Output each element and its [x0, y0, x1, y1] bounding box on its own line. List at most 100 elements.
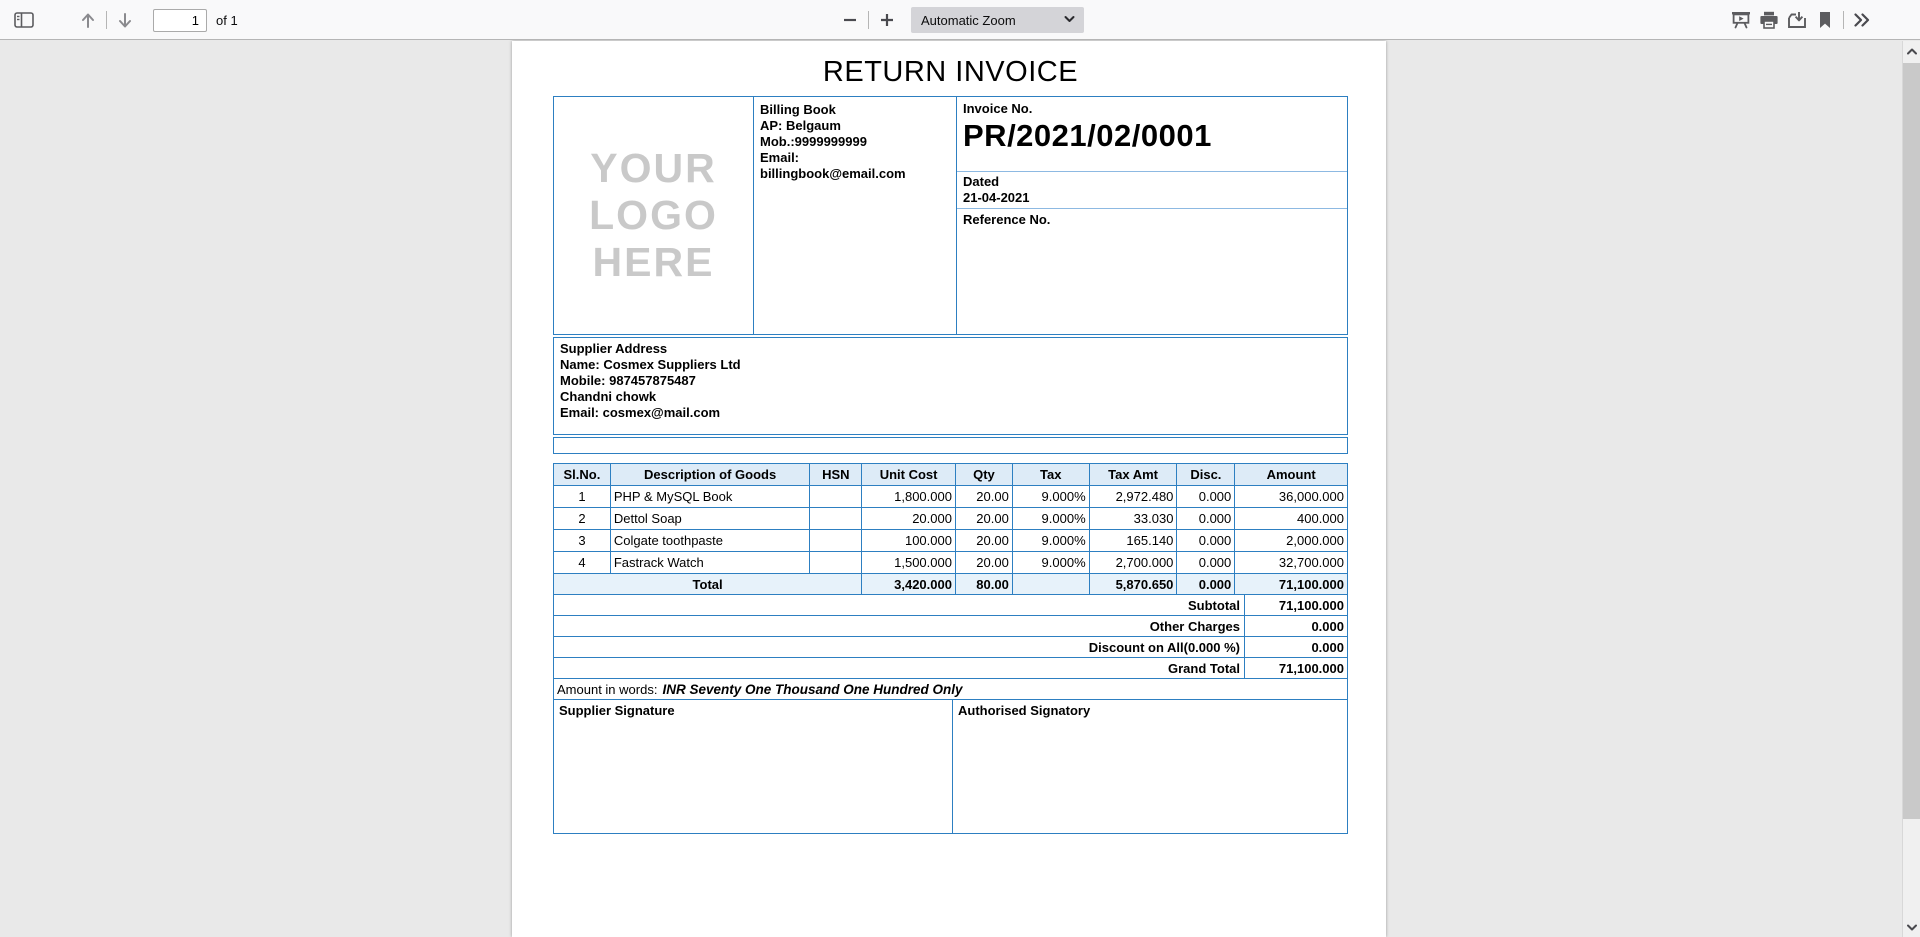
cell-hsn — [809, 552, 861, 573]
table-header-row: Sl.No. Description of Goods HSN Unit Cos… — [554, 464, 1348, 485]
header-qty: Qty — [955, 464, 1012, 485]
total-label: Total — [692, 576, 723, 592]
toolbar-overflow-button[interactable] — [1848, 6, 1876, 34]
toolbar-left-group: of 1 — [10, 0, 238, 40]
header-slno: Sl.No. — [554, 464, 610, 485]
arrow-down-icon — [117, 12, 133, 29]
page-number-input[interactable] — [153, 8, 207, 32]
cell-tax: 9.000% — [1011, 552, 1089, 573]
cell-disc: 0.000 — [1176, 486, 1234, 507]
current-view-button[interactable] — [1811, 6, 1839, 34]
toolbar-separator — [868, 11, 869, 29]
next-page-button[interactable] — [111, 6, 139, 34]
authorised-signatory-cell: Authorised Signatory — [953, 700, 1347, 833]
cell-tax: 9.000% — [1011, 530, 1089, 551]
supplier-signature-cell: Supplier Signature — [554, 700, 953, 833]
cell-tax: 9.000% — [1011, 508, 1089, 529]
cell-amount: 400.000 — [1234, 508, 1347, 529]
invoice-document: RETURN INVOICE YOUR LOGO HERE Billing Bo… — [553, 41, 1348, 834]
supplier-name: Name: Cosmex Suppliers Ltd — [560, 357, 741, 372]
double-chevron-icon — [1853, 13, 1871, 27]
cell-tax-amt: 165.140 — [1088, 530, 1177, 551]
cell-unit-cost: 100.000 — [861, 530, 955, 551]
scroll-up-icon — [1907, 48, 1917, 55]
header-disc: Disc. — [1176, 464, 1235, 485]
header-amount: Amount — [1234, 464, 1348, 485]
cell-slno: 2 — [578, 511, 586, 526]
scroll-up-button[interactable] — [1903, 41, 1920, 61]
biller-details: Billing Book AP: Belgaum Mob.:9999999999… — [754, 97, 957, 334]
invoice-header-box: YOUR LOGO HERE Billing Book AP: Belgaum … — [553, 96, 1348, 335]
total-tax-amt: 5,870.650 — [1088, 574, 1177, 594]
cell-hsn — [809, 508, 861, 529]
toolbar-separator — [106, 11, 107, 29]
logo-line: LOGO — [589, 192, 718, 238]
total-amount: 71,100.000 — [1234, 574, 1347, 594]
presentation-mode-button[interactable] — [1727, 6, 1755, 34]
summary-row-other-charges: Other Charges 0.000 — [553, 615, 1348, 637]
scroll-down-button[interactable] — [1903, 917, 1920, 937]
pdf-toolbar: of 1 Automatic Zoom — [0, 0, 1920, 40]
logo-line: HERE — [592, 239, 715, 285]
table-row: 2 Dettol Soap 20.000 20.00 9.000% 33.030… — [554, 507, 1347, 529]
cell-tax: 9.000% — [1011, 486, 1089, 507]
cell-hsn — [809, 530, 861, 551]
summary-row-discount: Discount on All(0.000 %) 0.000 — [553, 636, 1348, 658]
reference-no-label: Reference No. — [963, 212, 1051, 227]
toolbar-center-group: Automatic Zoom — [836, 0, 1084, 40]
zoom-in-button[interactable] — [873, 6, 901, 34]
biller-name: Billing Book — [760, 102, 836, 117]
cell-hsn — [809, 486, 861, 507]
cell-qty: 20.00 — [954, 508, 1012, 529]
invoice-no-label: Invoice No. — [963, 101, 1033, 116]
cell-qty: 20.00 — [954, 530, 1012, 551]
scrollbar-thumb[interactable] — [1903, 63, 1920, 819]
cell-unit-cost: 20.000 — [861, 508, 955, 529]
logo-line: YOUR — [590, 145, 717, 191]
cell-description: Colgate toothpaste — [609, 530, 809, 551]
summary-row-grand-total: Grand Total 71,100.000 — [553, 657, 1348, 679]
save-icon — [1787, 11, 1807, 29]
summary-label: Grand Total — [1168, 660, 1240, 676]
empty-spacer-row — [553, 437, 1348, 454]
supplier-heading: Supplier Address — [560, 341, 668, 356]
print-button[interactable] — [1755, 6, 1783, 34]
header-hsn: HSN — [809, 464, 862, 485]
biller-mobile: Mob.:9999999999 — [760, 134, 867, 149]
cell-description: Dettol Soap — [609, 508, 809, 529]
summary-label: Other Charges — [1149, 618, 1240, 634]
supplier-street: Chandni chowk — [560, 389, 657, 404]
summary-value: 71,100.000 — [1244, 595, 1347, 615]
toolbar-separator — [1843, 11, 1844, 29]
amount-in-words-label: Amount in words: — [557, 681, 658, 697]
sidebar-toggle-icon — [14, 12, 34, 28]
dated-label: Dated — [963, 174, 1000, 189]
zoom-select[interactable]: Automatic Zoom — [911, 7, 1084, 33]
toolbar-right-group — [1727, 0, 1876, 40]
summary-label: Subtotal — [1188, 597, 1240, 613]
invoice-date: 21-04-2021 — [963, 190, 1030, 205]
total-qty: 80.00 — [954, 574, 1012, 594]
total-tax — [1011, 574, 1089, 594]
cell-description: PHP & MySQL Book — [609, 486, 809, 507]
amount-in-words-value: INR Seventy One Thousand One Hundred Onl… — [662, 681, 963, 697]
header-unit-cost: Unit Cost — [861, 464, 955, 485]
presentation-mode-icon — [1731, 11, 1751, 29]
summary-label: Discount on All(0.000 %) — [1088, 639, 1240, 655]
authorised-signatory-label: Authorised Signatory — [958, 703, 1091, 718]
pdf-viewer-area: RETURN INVOICE YOUR LOGO HERE Billing Bo… — [0, 41, 1920, 937]
zoom-out-button[interactable] — [836, 6, 864, 34]
cell-disc: 0.000 — [1176, 508, 1234, 529]
scroll-down-icon — [1907, 924, 1917, 931]
cell-tax-amt: 2,972.480 — [1088, 486, 1177, 507]
save-button[interactable] — [1783, 6, 1811, 34]
previous-page-button[interactable] — [74, 6, 102, 34]
cell-slno: 4 — [578, 555, 586, 570]
invoice-meta: Invoice No. PR/2021/02/0001 Dated 21-04-… — [957, 97, 1347, 334]
pdf-page: RETURN INVOICE YOUR LOGO HERE Billing Bo… — [512, 41, 1386, 937]
sidebar-toggle-button[interactable] — [10, 6, 38, 34]
supplier-signature-label: Supplier Signature — [559, 703, 675, 718]
bookmark-icon — [1818, 11, 1832, 29]
chevron-down-icon — [1064, 15, 1075, 23]
total-unit-cost: 3,420.000 — [861, 574, 955, 594]
